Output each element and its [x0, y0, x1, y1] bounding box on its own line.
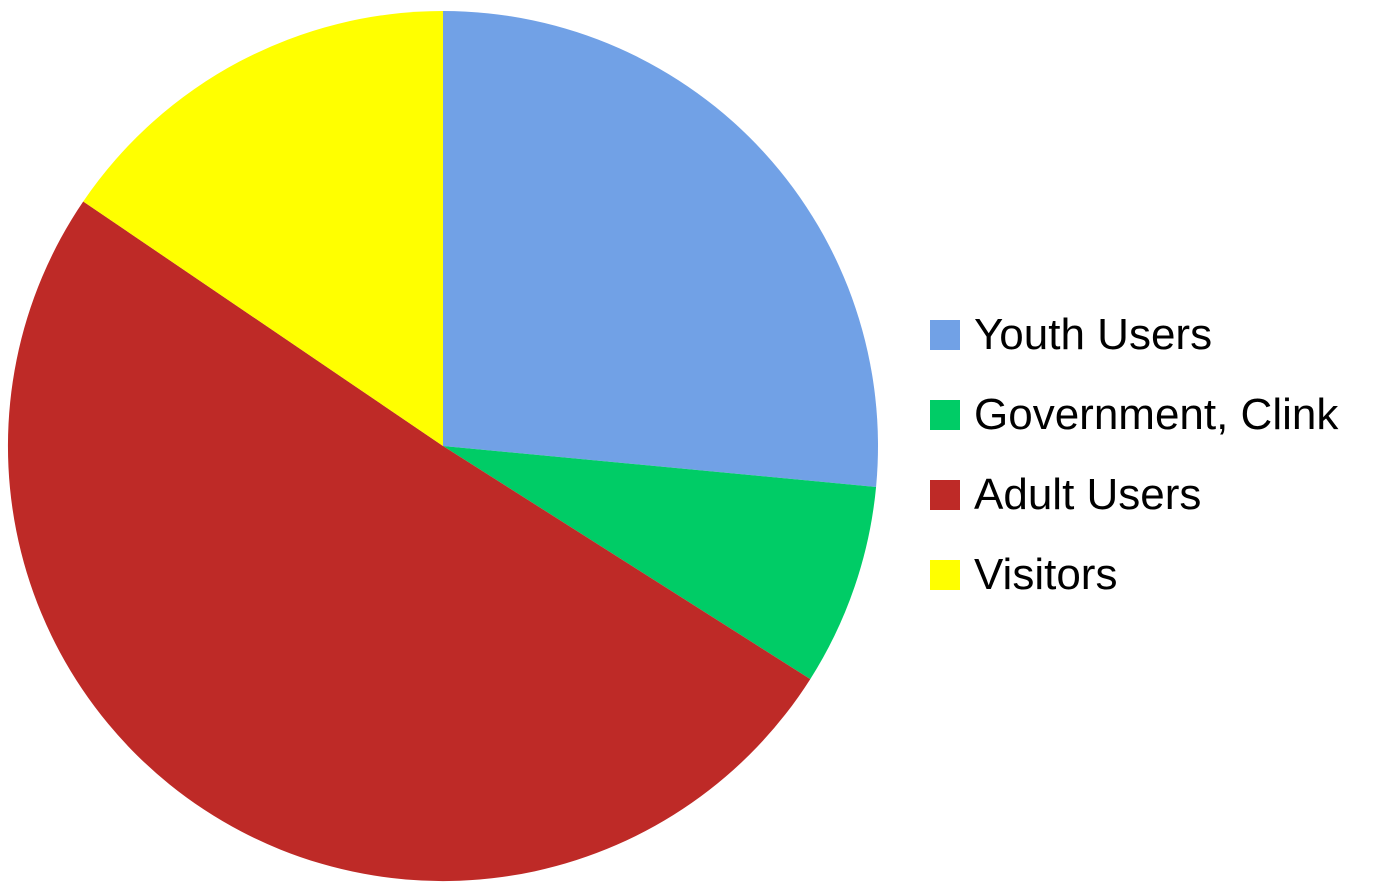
legend-label: Visitors [974, 550, 1118, 599]
legend-item-youth-users: Youth Users [930, 295, 1390, 375]
pie-slice-adult-users [7, 201, 811, 882]
legend-swatch [930, 560, 960, 590]
legend-swatch [930, 480, 960, 510]
pie-slice-youth-users [443, 11, 879, 487]
legend-swatch [930, 400, 960, 430]
legend-item-adult-users: Adult Users [930, 455, 1390, 535]
pie-plot-area [7, 11, 879, 882]
pie-slice-government-clink [443, 446, 877, 680]
legend-label: Government, Clink [974, 390, 1339, 439]
legend-label: Adult Users [974, 470, 1202, 519]
legend-item-government-clink: Government, Clink [930, 375, 1390, 455]
legend-swatch [930, 320, 960, 350]
legend: Youth Users Government, Clink Adult Users V… [930, 295, 1390, 615]
pie-slice-visitors [83, 11, 443, 446]
legend-item-visitors: Visitors [930, 535, 1390, 615]
legend-label: Youth Users [974, 310, 1213, 359]
